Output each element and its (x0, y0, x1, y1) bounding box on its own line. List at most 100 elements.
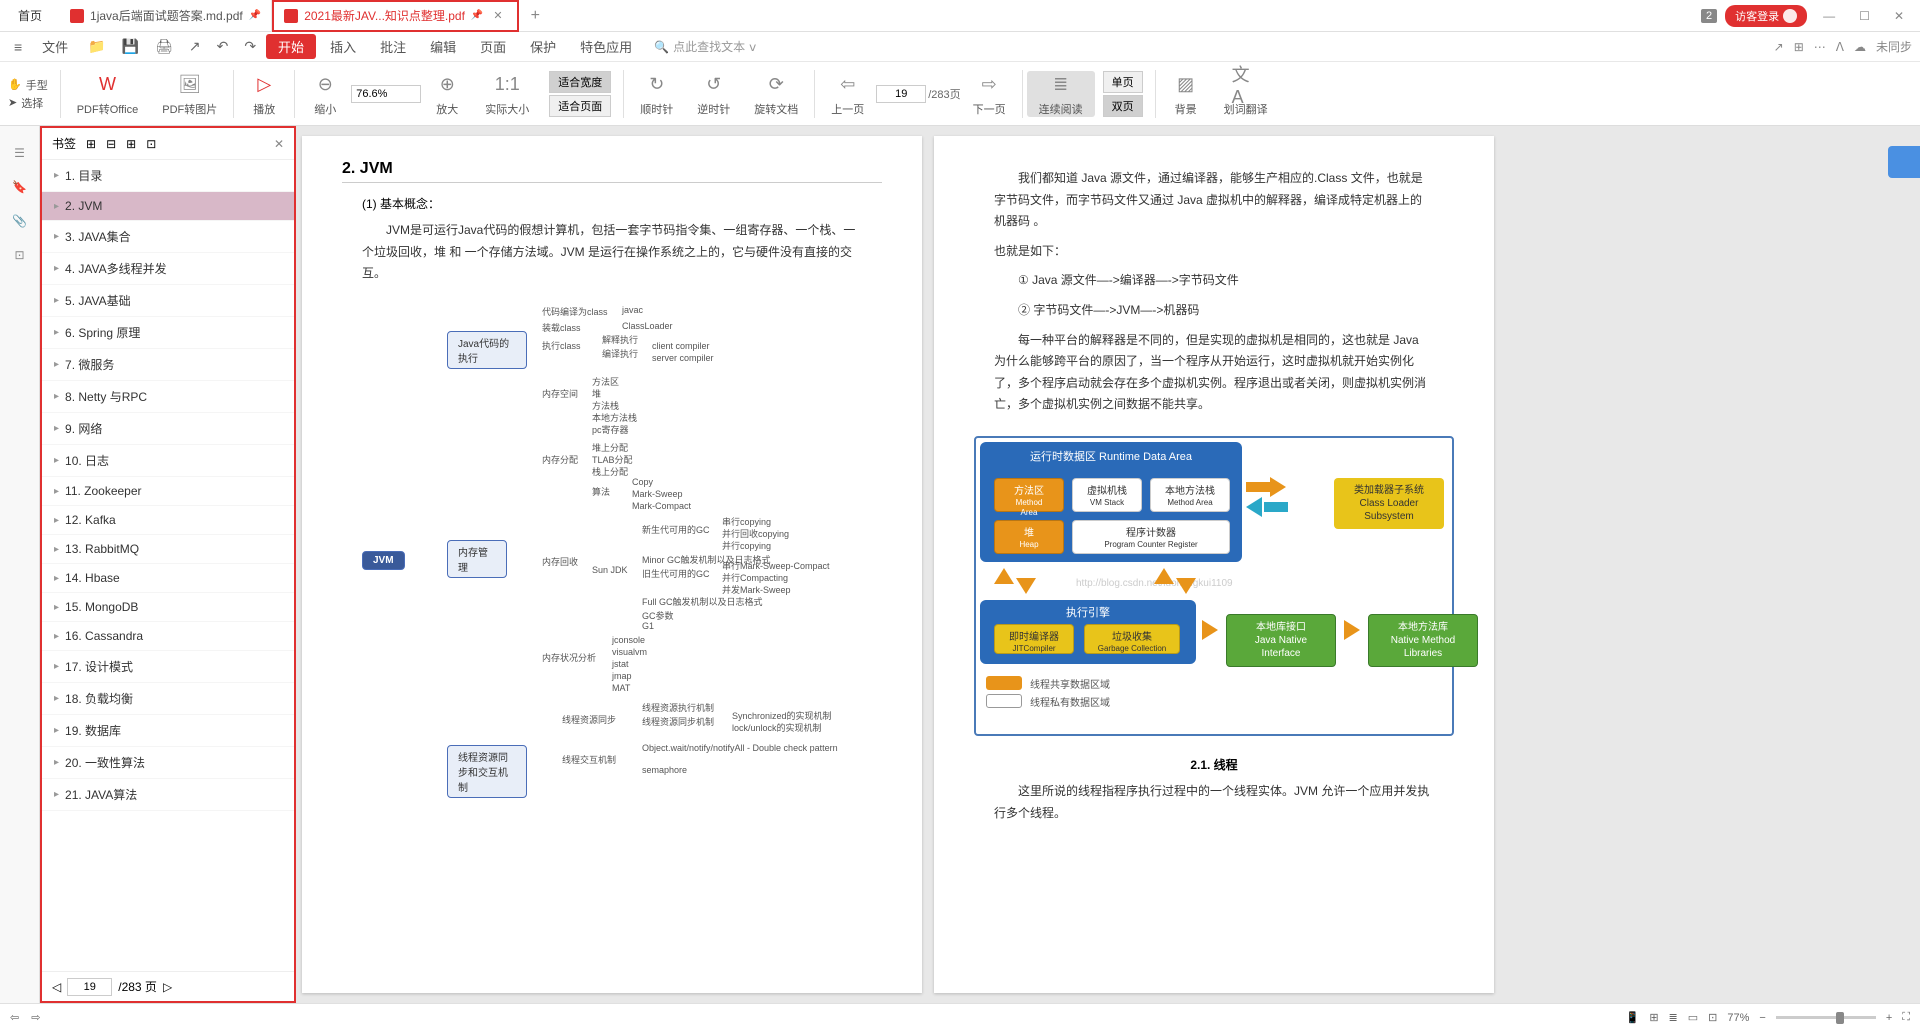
zoom-minus-icon[interactable]: − (1759, 1012, 1765, 1024)
content-area[interactable]: 2. JVM (1) 基本概念： JVM是可运行Java代码的假想计算机，包括一… (296, 126, 1920, 1003)
zoom-in[interactable]: ⊕放大 (421, 71, 473, 117)
actual-size[interactable]: 1:1实际大小 (473, 71, 541, 117)
bookmark-item[interactable]: ▸7. 微服务 (42, 349, 294, 381)
bookmark-item[interactable]: ▸8. Netty 与RPC (42, 381, 294, 413)
bookmark-item[interactable]: ▸14. Hbase (42, 564, 294, 593)
hand-tool[interactable]: ✋手型 (8, 77, 48, 93)
tab-add[interactable]: + (519, 7, 552, 25)
print-icon[interactable]: 🖨 (149, 38, 179, 55)
menu-edit[interactable]: 编辑 (420, 37, 466, 56)
bookmark-item[interactable]: ▸16. Cassandra (42, 622, 294, 651)
play[interactable]: ▷播放 (238, 71, 290, 117)
sidebar-tool-icon[interactable]: ⊟ (106, 137, 116, 151)
open-icon[interactable]: 📁 (82, 38, 111, 55)
rotate-doc[interactable]: ⟳旋转文档 (742, 71, 810, 117)
tab-2-active[interactable]: 2021最新JAV...知识点整理.pdf 📌 ✕ (272, 0, 518, 32)
more-icon[interactable]: ⋯ (1814, 40, 1826, 54)
view-icon[interactable]: 📱 (1626, 1011, 1640, 1024)
view-icon[interactable]: ⊞ (1649, 1011, 1658, 1024)
bookmark-list[interactable]: ▸1. 目录▸2. JVM▸3. JAVA集合▸4. JAVA多线程并发▸5. … (42, 160, 294, 971)
bookmark-item[interactable]: ▸2. JVM (42, 192, 294, 221)
close-window-icon[interactable]: ✕ (1886, 9, 1912, 23)
menu-start[interactable]: 开始 (266, 34, 316, 59)
sidebar-tool-icon[interactable]: ⊡ (146, 137, 156, 151)
nav-back-icon[interactable]: ⇦ (10, 1011, 19, 1024)
prev-page[interactable]: ⇦上一页 (819, 71, 876, 117)
fullscreen-icon[interactable]: ⛶ (1902, 1011, 1910, 1024)
zoom-thumb[interactable] (1836, 1012, 1844, 1024)
zoom-slider[interactable] (1776, 1016, 1876, 1019)
continuous-read[interactable]: ≣连续阅读 (1027, 71, 1095, 117)
thumbnail-icon[interactable]: ⊡ (14, 248, 24, 262)
maximize-icon[interactable]: ☐ (1851, 9, 1878, 23)
double-page[interactable]: 双页 (1103, 95, 1143, 117)
undo-icon[interactable]: ↶ (211, 38, 235, 55)
grid-icon[interactable]: ⊞ (1794, 40, 1804, 54)
prev-page-icon[interactable]: ◁ (52, 980, 61, 994)
bookmark-item[interactable]: ▸3. JAVA集合 (42, 221, 294, 253)
select-tool[interactable]: ➤选择 (8, 95, 48, 111)
sidebar-tool-icon[interactable]: ⊞ (126, 137, 136, 151)
minimize-icon[interactable]: — (1815, 9, 1843, 23)
pin-icon[interactable]: 📌 (471, 10, 483, 21)
bookmark-item[interactable]: ▸9. 网络 (42, 413, 294, 445)
tab-home[interactable]: 首页 (0, 0, 60, 32)
sidebar-close-icon[interactable]: ✕ (274, 137, 284, 151)
bookmark-item[interactable]: ▸21. JAVA算法 (42, 779, 294, 811)
external-icon[interactable]: ↗ (1774, 40, 1784, 54)
zoom-plus-icon[interactable]: + (1886, 1012, 1892, 1024)
login-button[interactable]: 访客登录 (1725, 5, 1807, 27)
redo-icon[interactable]: ↷ (238, 38, 262, 55)
nav-fwd-icon[interactable]: ⇨ (31, 1011, 40, 1024)
view-icon[interactable]: ▭ (1688, 1011, 1698, 1024)
single-page[interactable]: 单页 (1103, 71, 1143, 93)
bookmark-item[interactable]: ▸4. JAVA多线程并发 (42, 253, 294, 285)
notification-badge[interactable]: 2 (1701, 9, 1717, 23)
bookmark-item[interactable]: ▸6. Spring 原理 (42, 317, 294, 349)
menu-hamburger-icon[interactable]: ≡ (8, 39, 28, 55)
bookmark-item[interactable]: ▸10. 日志 (42, 445, 294, 477)
sync-icon[interactable]: ☁ (1854, 40, 1866, 54)
collapse-icon[interactable]: ᐱ (1836, 40, 1844, 54)
close-icon[interactable]: ✕ (489, 9, 506, 22)
sidebar-page-input[interactable] (67, 978, 112, 996)
save-icon[interactable]: 💾 (116, 38, 145, 55)
tab-1[interactable]: 1java后端面试题答案.md.pdf 📌 (60, 0, 272, 32)
view-icon[interactable]: ⊡ (1708, 1011, 1717, 1024)
pin-icon[interactable]: 📌 (249, 10, 261, 21)
attachment-icon[interactable]: 📎 (12, 214, 27, 228)
outline-icon[interactable]: ☰ (14, 146, 25, 160)
rotate-ccw[interactable]: ↺逆时针 (685, 71, 742, 117)
menu-file[interactable]: 文件 (32, 37, 78, 56)
float-badge[interactable] (1888, 146, 1920, 178)
pdf-to-office[interactable]: WPDF转Office (65, 71, 151, 117)
bookmark-item[interactable]: ▸1. 目录 (42, 160, 294, 192)
bookmark-item[interactable]: ▸20. 一致性算法 (42, 747, 294, 779)
menu-annotate[interactable]: 批注 (370, 37, 416, 56)
bookmark-icon[interactable]: 🔖 (12, 180, 27, 194)
menu-special[interactable]: 特色应用 (570, 37, 642, 56)
background[interactable]: ▨背景 (1160, 71, 1212, 117)
translate[interactable]: 文A划词翻译 (1212, 71, 1280, 117)
next-page-icon[interactable]: ▷ (163, 980, 172, 994)
menu-page[interactable]: 页面 (470, 37, 516, 56)
share-icon[interactable]: ↗ (183, 38, 207, 55)
rotate-cw[interactable]: ↻顺时针 (628, 71, 685, 117)
menu-protect[interactable]: 保护 (520, 37, 566, 56)
bookmark-item[interactable]: ▸11. Zookeeper (42, 477, 294, 506)
page-number-input[interactable] (876, 85, 926, 103)
bookmark-item[interactable]: ▸19. 数据库 (42, 715, 294, 747)
view-icon[interactable]: ≣ (1669, 1011, 1678, 1024)
menu-insert[interactable]: 插入 (320, 37, 366, 56)
bookmark-item[interactable]: ▸17. 设计模式 (42, 651, 294, 683)
bookmark-item[interactable]: ▸18. 负载均衡 (42, 683, 294, 715)
fit-width[interactable]: 适合宽度 (549, 71, 611, 93)
bookmark-item[interactable]: ▸12. Kafka (42, 506, 294, 535)
bookmark-item[interactable]: ▸13. RabbitMQ (42, 535, 294, 564)
next-page[interactable]: ⇨下一页 (961, 71, 1018, 117)
zoom-input[interactable] (351, 85, 421, 103)
sidebar-tool-icon[interactable]: ⊞ (86, 137, 96, 151)
bookmark-item[interactable]: ▸5. JAVA基础 (42, 285, 294, 317)
search-box[interactable]: 🔍 点此查找文本 ⅴ (646, 38, 764, 55)
fit-page[interactable]: 适合页面 (549, 95, 611, 117)
